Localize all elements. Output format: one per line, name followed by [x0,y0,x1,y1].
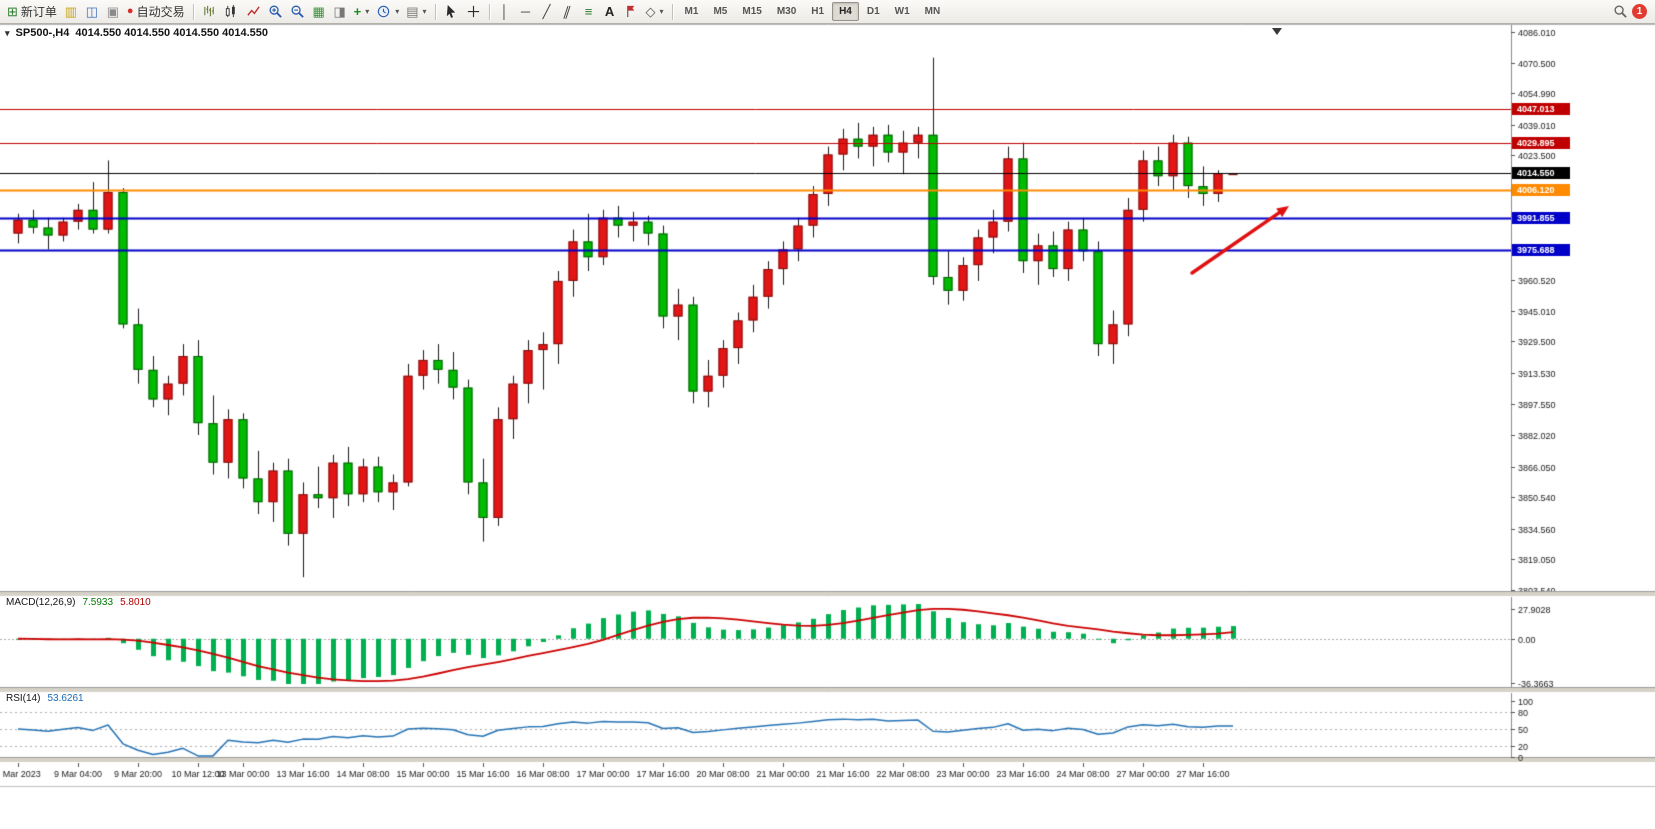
horizontal-line-tool-button[interactable]: ─ [516,2,536,22]
search-icon [1614,5,1627,18]
bar-chart-icon [203,5,214,17]
arrange-windows-button[interactable]: ◨ [330,2,350,22]
chevron-down-icon: ▾ [659,7,664,16]
data-window-icon: ▣ [106,4,120,19]
toolbar-separator [434,3,436,20]
timeframe-d1-button[interactable]: D1 [860,2,887,21]
shapes-dropdown-button[interactable]: ◇ ▾ [643,2,667,22]
line-chart-mode-button[interactable] [243,2,264,22]
timeframe-m30-button[interactable]: M30 [770,2,803,21]
profiles-button[interactable]: ◫ [82,2,102,22]
vertical-line-tool-button[interactable]: │ [495,2,515,22]
tile-windows-icon: ▦ [312,4,325,19]
add-indicator-icon: + [353,4,362,19]
channel-tool-button[interactable]: ∥ [558,2,578,22]
fibonacci-tool-button[interactable]: ≡ [579,2,599,22]
timeframe-m1-button[interactable]: M1 [678,2,706,21]
candlestick-icon [225,4,235,18]
indicators-dropdown-button[interactable]: + ▾ [351,2,373,22]
auto-trading-button[interactable]: ● 自动交易 [124,2,188,22]
timeframe-m15-button[interactable]: M15 [735,2,768,21]
timeframe-h1-button[interactable]: H1 [804,2,831,21]
zoom-out-button[interactable] [287,2,308,22]
trendline-tool-button[interactable]: ╱ [537,2,557,22]
data-window-button[interactable]: ▣ [103,2,123,22]
chart-symbol-label: SP500-,H4 [15,27,70,39]
zoom-out-icon [291,5,304,18]
vertical-line-icon: │ [500,4,509,19]
toolbar-separator [488,3,490,20]
chevron-down-icon: ▾ [395,7,400,16]
candlestick-mode-button[interactable] [221,2,242,22]
flag-icon [626,5,634,18]
trendline-icon: ╱ [542,4,551,19]
bar-chart-mode-button[interactable] [199,2,220,22]
toolbar-separator [671,3,673,20]
auto-trading-label: 自动交易 [136,5,185,19]
zoom-in-icon [269,5,282,18]
new-order-label: 新订单 [20,5,57,19]
arrange-windows-icon: ◨ [333,4,346,19]
notification-badge[interactable]: 1 [1632,4,1647,19]
rsi-label: RSI(14) [6,693,41,704]
macd-signal-value: 5.8010 [120,597,151,608]
fibonacci-icon: ≡ [584,4,593,19]
text-tool-icon: A [604,4,615,19]
new-order-icon: ⊞ [7,4,18,19]
crosshair-icon [467,5,479,18]
macd-main-value: 7.5933 [82,597,114,608]
channel-icon: ∥ [561,4,574,19]
new-chart-button[interactable]: ▥ [61,2,81,22]
line-chart-icon [246,6,260,16]
periods-dropdown-button[interactable]: ▾ [373,2,402,22]
clock-icon [377,5,390,18]
timeframe-mn-button[interactable]: MN [918,2,948,21]
cursor-icon [446,4,455,18]
new-order-button[interactable]: ⊞ 新订单 [4,2,60,22]
templates-icon: ▤ [406,4,419,19]
crosshair-tool-button[interactable] [463,2,484,22]
search-button[interactable] [1610,2,1631,22]
chart-collapse-icon[interactable]: ▾ [5,27,10,38]
templates-dropdown-button[interactable]: ▤ ▾ [403,2,429,22]
shapes-icon: ◇ [645,4,656,19]
chevron-down-icon: ▾ [422,7,427,16]
cursor-tool-button[interactable] [441,2,462,22]
horizontal-line-icon: ─ [520,4,531,19]
chart-ohlc-values: 4014.550 4014.550 4014.550 4014.550 [75,27,269,39]
chevron-down-icon: ▾ [365,7,370,16]
rsi-value: 53.6261 [47,693,84,704]
auto-trading-icon: ● [126,5,134,17]
tile-windows-button[interactable]: ▦ [309,2,329,22]
rsi-panel-header: RSI(14) 53.6261 [6,693,84,704]
chart-shift-marker[interactable] [1272,28,1282,35]
macd-panel-header: MACD(12,26,9) 7.5933 5.8010 [6,597,151,608]
new-chart-icon: ▥ [64,4,78,19]
zoom-in-button[interactable] [265,2,286,22]
chart-title: ▾ SP500-,H4 4014.550 4014.550 4014.550 4… [5,27,268,39]
arrow-label-tool-button[interactable] [621,2,642,22]
macd-label: MACD(12,26,9) [6,597,76,608]
profiles-icon: ◫ [85,4,99,19]
timeframe-h4-button[interactable]: H4 [832,2,859,21]
timeframe-m5-button[interactable]: M5 [706,2,734,21]
timeframe-w1-button[interactable]: W1 [888,2,917,21]
main-toolbar: ⊞ 新订单 ▥ ◫ ▣ ● 自动交易 ▦ ◨ + ▾ ▾ ▤ [0,0,1655,24]
toolbar-separator [192,3,194,20]
text-tool-button[interactable]: A [600,2,620,22]
